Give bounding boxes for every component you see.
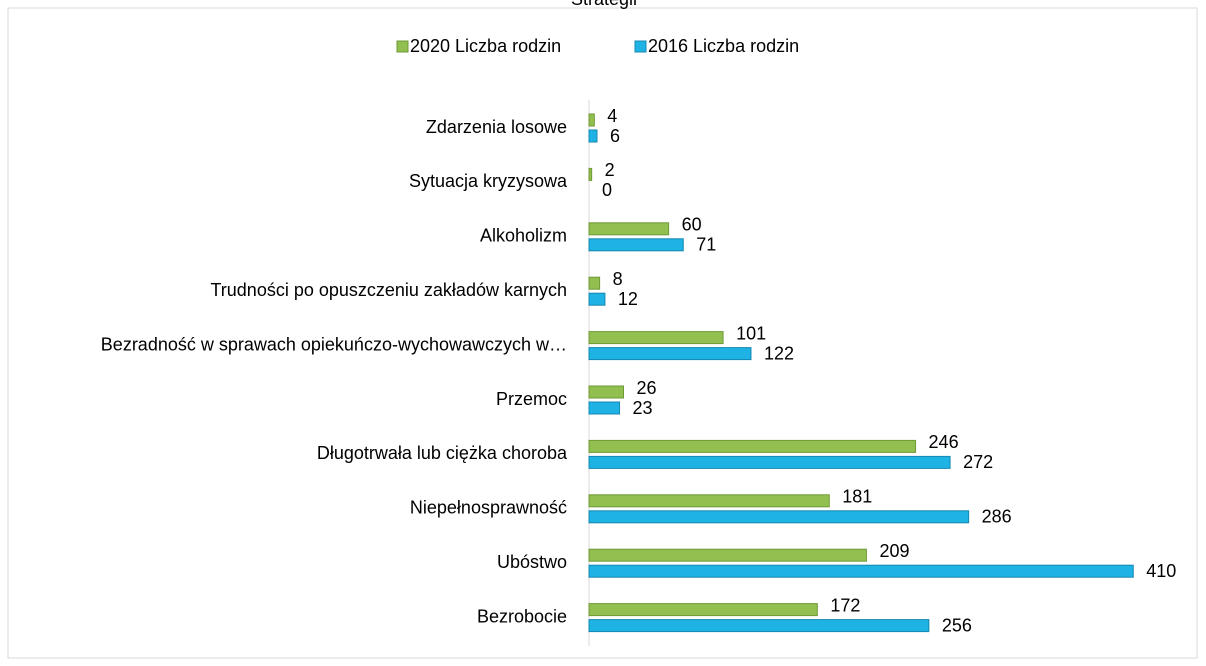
- data-label: 4: [607, 106, 617, 126]
- data-label: 209: [879, 541, 909, 561]
- bar: [588, 401, 621, 415]
- y-tick-label: Sytuacja kryzysowa: [409, 171, 568, 191]
- data-label: 172: [830, 595, 860, 615]
- bar: [588, 331, 724, 345]
- y-tick-label: Przemoc: [496, 389, 567, 409]
- bar: [588, 129, 598, 143]
- legend-swatch: [396, 40, 409, 53]
- bar: [588, 276, 601, 290]
- bar: [588, 455, 951, 469]
- bar: [588, 292, 606, 306]
- data-label: 26: [637, 378, 657, 398]
- bar: [588, 619, 930, 633]
- bar: [588, 510, 970, 524]
- legend-label: 2020 Liczba rodzin: [410, 36, 561, 56]
- data-label: 101: [736, 323, 766, 343]
- data-label: 0: [602, 180, 612, 200]
- bar: [588, 385, 625, 399]
- data-label: 6: [610, 126, 620, 146]
- bar: [588, 439, 917, 453]
- data-label: 71: [696, 235, 716, 255]
- bar: [588, 603, 818, 617]
- bar: [588, 222, 670, 236]
- legend-swatch: [634, 40, 647, 53]
- data-label: 272: [963, 452, 993, 472]
- data-label: 410: [1146, 561, 1176, 581]
- y-tick-label: Długotrwała lub ciężka choroba: [317, 443, 568, 463]
- bar: [588, 238, 684, 252]
- data-label: 286: [982, 507, 1012, 527]
- data-label: 246: [929, 432, 959, 452]
- data-label: 181: [842, 487, 872, 507]
- y-tick-label: Zdarzenia losowe: [426, 117, 567, 137]
- legend-label: 2016 Liczba rodzin: [648, 36, 799, 56]
- y-tick-label: Niepełnosprawność: [410, 498, 567, 518]
- data-label: 12: [618, 289, 638, 309]
- y-tick-label: Bezradność w sprawach opiekuńczo-wychowa…: [101, 334, 567, 354]
- y-tick-label: Trudności po opuszczeniu zakładów karnyc…: [210, 280, 567, 300]
- chart-title: Strategii: [571, 0, 637, 9]
- bar: [588, 548, 867, 562]
- chart-border: [7, 7, 1198, 659]
- bar: [588, 113, 595, 127]
- data-label: 60: [682, 215, 702, 235]
- data-label: 23: [633, 398, 653, 418]
- bar: [588, 347, 752, 361]
- data-label: 122: [764, 343, 794, 363]
- data-label: 256: [942, 615, 972, 635]
- bar: [588, 167, 593, 181]
- y-tick-label: Ubóstwo: [497, 552, 567, 572]
- bar: [588, 494, 830, 508]
- y-tick-label: Alkoholizm: [480, 226, 567, 246]
- data-label: 8: [613, 269, 623, 289]
- bar: [588, 564, 1134, 578]
- y-tick-label: Bezrobocie: [477, 606, 567, 626]
- data-label: 2: [605, 160, 615, 180]
